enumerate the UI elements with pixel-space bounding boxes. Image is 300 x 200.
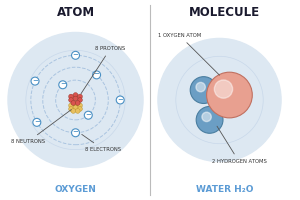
Text: −: − (94, 71, 100, 77)
Circle shape (69, 98, 74, 102)
Text: −: − (73, 129, 79, 135)
Circle shape (73, 96, 78, 101)
Circle shape (71, 129, 80, 137)
Text: −: − (85, 112, 91, 118)
Circle shape (207, 72, 252, 118)
Text: 8 ELECTRONS: 8 ELECTRONS (82, 134, 122, 152)
Circle shape (69, 103, 74, 108)
Circle shape (75, 109, 80, 113)
Text: WATER H₂O: WATER H₂O (196, 185, 253, 194)
Circle shape (84, 111, 92, 119)
Circle shape (69, 94, 74, 99)
Text: MOLECULE: MOLECULE (189, 6, 260, 19)
Text: OXYGEN: OXYGEN (55, 185, 97, 194)
Circle shape (78, 107, 82, 111)
Circle shape (196, 82, 205, 92)
Circle shape (73, 105, 78, 110)
Circle shape (8, 32, 143, 168)
Circle shape (78, 98, 82, 102)
Text: −: − (34, 119, 40, 125)
Text: 8 PROTONS: 8 PROTONS (81, 46, 126, 94)
Text: −: − (32, 78, 38, 84)
Text: −: − (60, 81, 66, 87)
Circle shape (59, 81, 67, 89)
Circle shape (75, 101, 80, 105)
Circle shape (78, 94, 82, 99)
Circle shape (71, 101, 76, 105)
Text: 1 OXYGEN ATOM: 1 OXYGEN ATOM (158, 33, 220, 75)
Circle shape (73, 93, 78, 97)
Circle shape (158, 38, 281, 162)
Text: 2 HYDROGEN ATOMS: 2 HYDROGEN ATOMS (212, 126, 266, 164)
Circle shape (190, 77, 217, 103)
Circle shape (71, 109, 76, 113)
Circle shape (196, 106, 223, 133)
Text: ATOM: ATOM (56, 6, 94, 19)
Text: −: − (117, 97, 123, 103)
Circle shape (33, 118, 41, 126)
Circle shape (71, 51, 80, 59)
Circle shape (93, 71, 101, 79)
Circle shape (78, 103, 82, 108)
Circle shape (116, 96, 124, 104)
Circle shape (31, 77, 39, 85)
Text: −: − (73, 52, 79, 58)
Circle shape (73, 102, 78, 106)
Text: 8 NEUTRONS: 8 NEUTRONS (11, 110, 71, 144)
Circle shape (69, 107, 74, 111)
Circle shape (214, 80, 232, 98)
Circle shape (202, 112, 211, 122)
